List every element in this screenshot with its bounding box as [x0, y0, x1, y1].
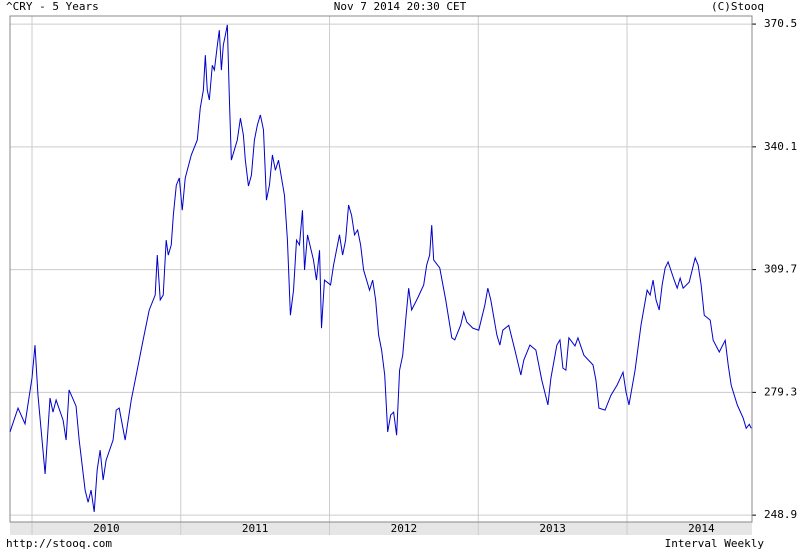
plot-frame [9, 15, 753, 523]
y-tick-label: 340.1 [764, 140, 797, 153]
x-tick-label: 2011 [242, 522, 269, 535]
source-url: http://stooq.com [6, 537, 112, 550]
chart-title: ^CRY - 5 Years [6, 0, 99, 13]
copyright: (C)Stooq [711, 0, 764, 13]
x-axis-strip [10, 522, 752, 535]
y-tick-label: 309.7 [764, 263, 797, 276]
interval-note: Interval Weekly [665, 537, 765, 550]
chart-date: Nov 7 2014 20:30 CET [334, 0, 467, 13]
x-tick-label: 2010 [93, 522, 120, 535]
y-tick-label: 370.5 [764, 17, 797, 30]
x-tick-label: 2012 [391, 522, 418, 535]
y-tick-label: 279.3 [764, 385, 797, 398]
price-line [9, 24, 752, 512]
x-tick-label: 2013 [539, 522, 566, 535]
x-tick-label: 2014 [688, 522, 715, 535]
y-tick-label: 248.9 [764, 508, 797, 521]
